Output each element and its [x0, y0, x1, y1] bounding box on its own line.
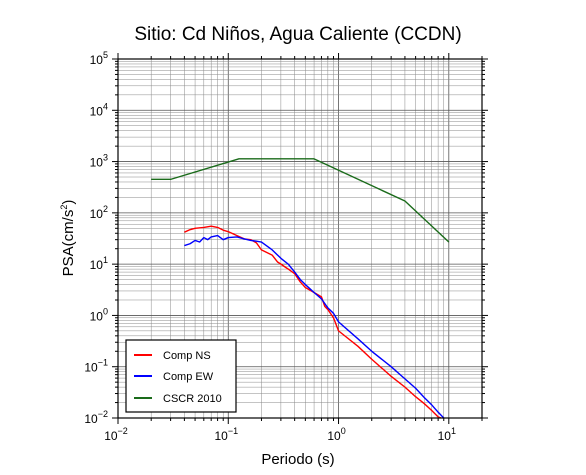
x-tick-label: 100	[327, 426, 345, 443]
y-tick-label: 103	[90, 153, 108, 170]
y-tick-label: 101	[90, 255, 108, 272]
series-layer	[151, 158, 450, 419]
legend-item-ns: Comp NS	[134, 350, 211, 362]
x-tick-label: 10−1	[214, 426, 238, 443]
y-axis-label-main: PSA(cm/s	[60, 210, 77, 277]
y-axis-label-superscript: 2	[59, 205, 69, 210]
y-tick-label: 100	[90, 306, 108, 323]
tick-marks	[112, 53, 488, 424]
legend-item-cscr: CSCR 2010	[134, 393, 222, 405]
y-tick-label: 10−1	[84, 358, 108, 375]
grid	[117, 58, 483, 419]
y-axis-label-close: )	[60, 200, 77, 205]
plot-frame	[117, 58, 483, 419]
x-axis-label: Periodo (s)	[261, 451, 334, 468]
legend-label-cscr: CSCR 2010	[163, 393, 222, 405]
x-tick-label: 101	[438, 426, 456, 443]
legend: Comp NS Comp EW CSCR 2010	[125, 339, 237, 413]
y-axis-label: PSA(cm/s2)	[59, 200, 77, 277]
y-tick-label: 102	[90, 204, 108, 221]
series-comp-ew	[184, 234, 445, 419]
y-tick-label: 105	[90, 50, 108, 67]
series-comp-ns	[184, 225, 442, 419]
x-tick-labels: 10−2 10−1 100 101	[104, 426, 456, 443]
chart-title: Sitio: Cd Niños, Agua Caliente (CCDN)	[134, 24, 461, 45]
x-tick-label: 10−2	[104, 426, 128, 443]
legend-label-ew: Comp EW	[163, 371, 214, 383]
y-tick-label: 10−2	[84, 409, 108, 426]
y-tick-label: 104	[90, 101, 108, 118]
series-cscr-2010	[151, 158, 450, 243]
legend-label-ns: Comp NS	[163, 350, 211, 362]
legend-item-ew: Comp EW	[134, 371, 214, 383]
y-tick-labels: 10−2 10−1 100 101 102 103 104 105	[84, 50, 108, 426]
